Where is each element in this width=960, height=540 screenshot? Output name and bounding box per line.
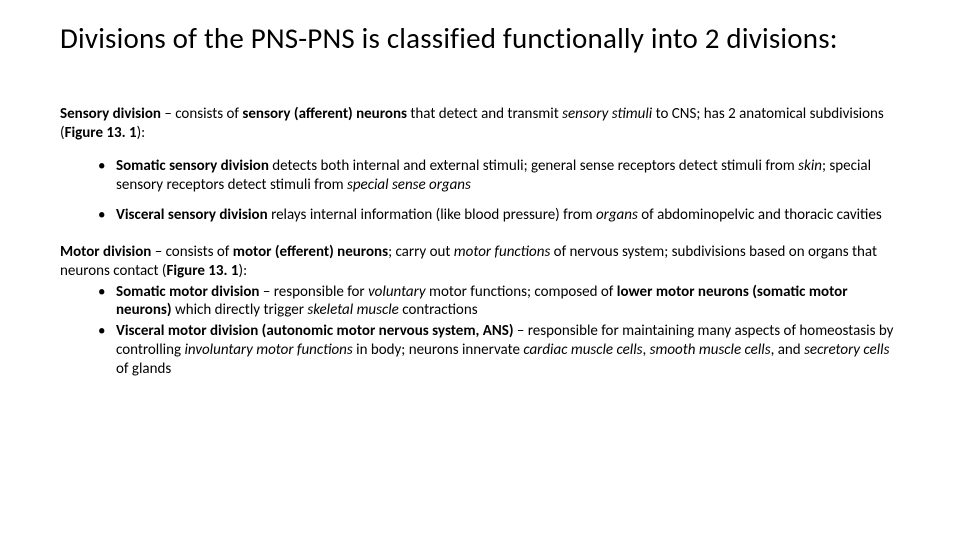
text-italic: cardiac muscle cells xyxy=(523,341,642,359)
text-italic: voluntary xyxy=(368,283,426,301)
text-bold: Figure 13. 1 xyxy=(65,124,137,142)
text: – consists of xyxy=(151,243,232,261)
text-italic: skin xyxy=(798,157,822,175)
text-italic: organs xyxy=(596,206,638,224)
text-bold: Somatic sensory division xyxy=(116,157,269,175)
text-italic: involuntary motor functions xyxy=(184,341,352,359)
text-bold: Motor division xyxy=(60,243,151,261)
text: motor functions; composed of xyxy=(426,283,617,301)
slide-title: Divisions of the PNS-PNS is classified f… xyxy=(60,22,900,55)
list-item: Somatic motor division – responsible for… xyxy=(98,283,900,321)
motor-lead: Motor division – consists of motor (effe… xyxy=(60,243,900,281)
text-bold: Figure 13. 1 xyxy=(166,262,238,280)
text-italic: smooth muscle cells xyxy=(650,341,771,359)
slide: Divisions of the PNS-PNS is classified f… xyxy=(0,0,960,540)
text-italic: sensory stimuli xyxy=(562,105,652,123)
text: contractions xyxy=(399,301,478,319)
text: detects both internal and external stimu… xyxy=(269,157,798,175)
text: that detect and transmit xyxy=(407,105,562,123)
text-italic: special sense organs xyxy=(347,176,471,194)
text: ): xyxy=(239,262,248,280)
text-italic: skeletal muscle xyxy=(307,301,398,319)
text-bold: Sensory division xyxy=(60,105,161,123)
list-item: Visceral sensory division relays interna… xyxy=(98,206,900,225)
list-item: Visceral motor division (autonomic motor… xyxy=(98,322,900,378)
sensory-list: Somatic sensory division detects both in… xyxy=(60,157,900,225)
text: – responsible for xyxy=(259,283,368,301)
text: ; carry out xyxy=(388,243,454,261)
text: , xyxy=(643,341,650,359)
text: – consists of xyxy=(161,105,242,123)
text-bold: motor (efferent) neurons xyxy=(233,243,388,261)
text-bold: sensory (afferent) neurons xyxy=(242,105,407,123)
motor-list: Somatic motor division – responsible for… xyxy=(60,283,900,379)
text: of abdominopelvic and thoracic cavities xyxy=(638,206,882,224)
text-bold: Somatic motor division xyxy=(116,283,259,301)
text: in body; neurons innervate xyxy=(353,341,524,359)
text-italic: secretory cells xyxy=(804,341,889,359)
text: of glands xyxy=(116,360,171,378)
text-bold: Visceral motor division (autonomic motor… xyxy=(116,322,514,340)
text: , and xyxy=(771,341,804,359)
text: ): xyxy=(137,124,146,142)
text-bold: Visceral sensory division xyxy=(116,206,268,224)
text: relays internal information (like blood … xyxy=(268,206,596,224)
list-item: Somatic sensory division detects both in… xyxy=(98,157,900,195)
text: which directly trigger xyxy=(172,301,308,319)
text-italic: motor functions xyxy=(454,243,550,261)
sensory-lead: Sensory division – consists of sensory (… xyxy=(60,105,900,143)
